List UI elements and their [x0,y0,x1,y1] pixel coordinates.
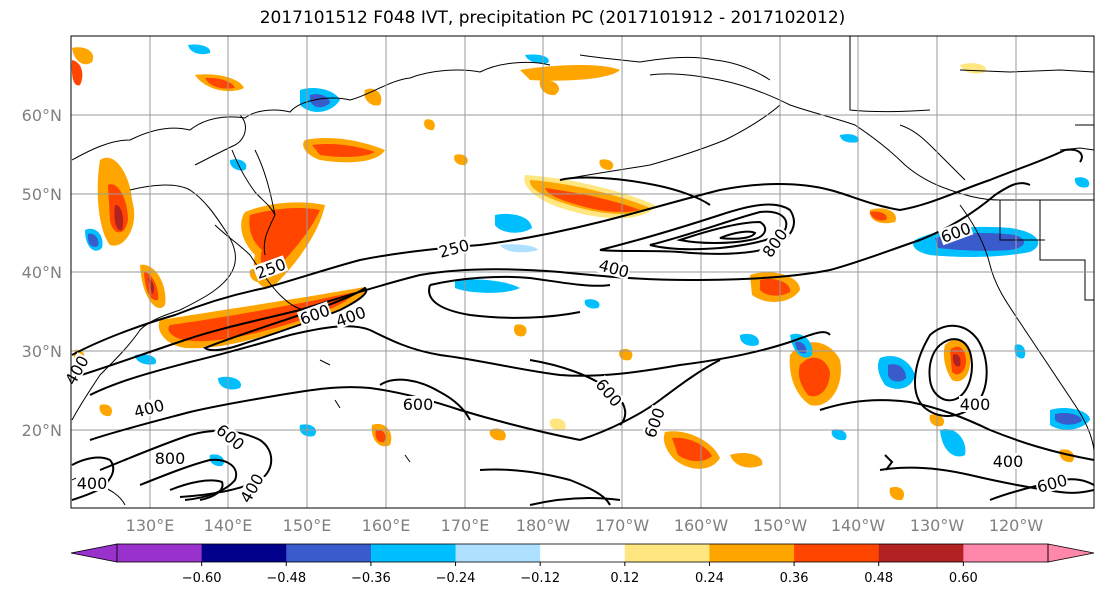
ivt-contours [71,148,1094,506]
longitude-tick-labels: 130°E 140°E 150°E 160°E 170°E 180°W 170°W 160°W… [126,516,1044,535]
colorbar-segment [540,544,626,562]
colorbar-segment [963,544,1049,562]
lat-tick-label: 60°N [22,106,62,125]
latitude-tick-labels: 60°N 50°N 40°N 30°N 20°N [22,106,62,440]
contour-label: 400 [131,395,167,422]
lon-tick-label: 150°W [753,516,808,535]
colorbar-tick-label: 0.48 [864,571,893,586]
contour-label: 600 [592,375,626,411]
colorbar-segment [709,544,795,562]
colorbar-segment [286,544,372,562]
svg-text:400: 400 [960,395,991,414]
contour-label: 250 [436,235,472,262]
lat-tick-label: 30°N [22,342,62,361]
contour-label: 600 [212,420,248,454]
precipitation-shading [71,44,1090,501]
colorbar-segment [201,544,287,562]
colorbar-tick-label: 0.36 [780,571,809,586]
lon-tick-label: 130°W [910,516,965,535]
lat-tick-label: 50°N [22,185,62,204]
lon-tick-label: 140°E [204,516,253,535]
lon-tick-label: 170°E [441,516,490,535]
contour-label: 400 [61,352,93,388]
colorbar-segment [370,544,457,562]
svg-text:800: 800 [155,449,186,468]
coastlines [71,36,1094,506]
svg-text:400: 400 [597,255,631,281]
lon-tick-label: 120°W [989,516,1044,535]
colorbar-tick-label: −0.60 [182,571,222,586]
lon-tick-label: 160°E [362,516,411,535]
lon-tick-label: 180°W [516,516,571,535]
svg-text:400: 400 [236,470,268,506]
contour-label: 400 [76,474,108,493]
colorbar-tick-label: 0.60 [949,571,978,586]
colorbar-segment [878,544,964,562]
svg-text:400: 400 [61,352,93,388]
contour-label: 400 [236,470,268,506]
colorbar-tick-label: −0.12 [520,571,560,586]
colorbar-segment [794,544,880,562]
svg-text:600: 600 [403,395,434,414]
svg-text:250: 250 [437,235,471,261]
contour-label: 400 [992,452,1024,471]
lon-tick-label: 130°E [126,516,175,535]
colorbar-tick-label: −0.24 [436,571,476,586]
colorbar-tick-label: 0.12 [610,571,639,586]
svg-text:400: 400 [77,474,108,493]
contour-label: 400 [959,395,991,414]
contour-label: 800 [154,449,186,468]
lon-tick-label: 160°W [674,516,729,535]
lon-tick-label: 170°W [595,516,650,535]
colorbar-tick-label: −0.48 [266,571,306,586]
contour-label: 400 [596,255,632,282]
contour-label: 600 [402,395,434,414]
lon-tick-label: 140°W [831,516,886,535]
colorbar-tick-labels: −0.60 −0.48 −0.36 −0.24 −0.12 0.12 0.24 0.36 0.4… [182,562,978,586]
colorbar-segment [455,544,541,562]
colorbar [70,543,1095,563]
map-frame [70,35,1095,509]
colorbar-extend-high [1047,543,1095,563]
svg-text:600: 600 [212,420,248,454]
colorbar-segment [117,544,203,562]
colorbar-extend-low [70,543,118,563]
colorbar-segment [624,544,710,562]
map-title: 2017101512 F048 IVT, precipitation PC (2… [259,8,846,28]
colorbar-tick-label: −0.36 [351,571,391,586]
colorbar-tick-label: 0.24 [695,571,724,586]
lat-tick-label: 20°N [22,421,62,440]
lat-tick-label: 40°N [22,263,62,282]
gridlines [71,36,1094,508]
svg-text:400: 400 [993,452,1024,471]
lon-tick-label: 150°E [283,516,332,535]
